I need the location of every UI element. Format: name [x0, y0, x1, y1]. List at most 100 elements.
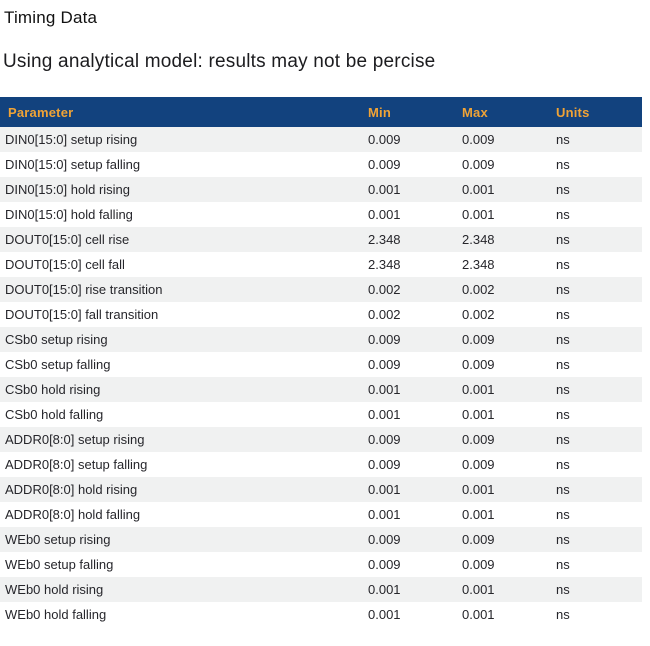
units-cell: ns — [556, 182, 570, 197]
min-cell: 0.001 — [368, 607, 401, 622]
units-cell: ns — [556, 457, 570, 472]
table-body: DIN0[15:0] setup rising 0.009 0.009 ns DIN0[… — [0, 127, 642, 627]
units-cell: ns — [556, 382, 570, 397]
table-header-row: Parameter Min Max Units — [0, 97, 642, 127]
table-row: WEb0 hold rising 0.001 0.001 ns — [0, 577, 642, 602]
table-row: CSb0 setup rising 0.009 0.009 ns — [0, 327, 642, 352]
param-cell: DIN0[15:0] hold falling — [5, 207, 133, 222]
max-cell: 0.001 — [462, 407, 495, 422]
table-row: ADDR0[8:0] setup falling 0.009 0.009 ns — [0, 452, 642, 477]
param-cell: DOUT0[15:0] fall transition — [5, 307, 159, 322]
param-cell: WEb0 hold falling — [5, 607, 107, 622]
min-cell: 0.009 — [368, 157, 401, 172]
param-cell: ADDR0[8:0] hold falling — [5, 507, 141, 522]
min-cell: 0.009 — [368, 132, 401, 147]
units-cell: ns — [556, 282, 570, 297]
param-cell: ADDR0[8:0] setup falling — [5, 457, 148, 472]
min-cell: 0.001 — [368, 382, 401, 397]
table-row: DIN0[15:0] setup falling 0.009 0.009 ns — [0, 152, 642, 177]
max-cell: 0.002 — [462, 282, 495, 297]
max-cell: 0.002 — [462, 307, 495, 322]
units-cell: ns — [556, 482, 570, 497]
max-cell: 0.009 — [462, 432, 495, 447]
column-header-parameter: Parameter — [8, 104, 74, 120]
max-cell: 0.001 — [462, 207, 495, 222]
column-header-units: Units — [556, 104, 590, 120]
units-cell: ns — [556, 607, 570, 622]
units-cell: ns — [556, 407, 570, 422]
param-cell: CSb0 setup falling — [5, 357, 111, 372]
min-cell: 2.348 — [368, 232, 401, 247]
max-cell: 0.001 — [462, 382, 495, 397]
table-row: DIN0[15:0] hold falling 0.001 0.001 ns — [0, 202, 642, 227]
units-cell: ns — [556, 257, 570, 272]
table-header: Parameter Min Max Units — [0, 97, 642, 127]
timing-data-table: Parameter Min Max Units DIN0[15:0] setup… — [0, 97, 642, 627]
param-cell: CSb0 hold rising — [5, 382, 101, 397]
param-cell: WEb0 hold rising — [5, 582, 104, 597]
max-cell: 0.009 — [462, 132, 495, 147]
units-cell: ns — [556, 307, 570, 322]
max-cell: 0.009 — [462, 457, 495, 472]
min-cell: 0.009 — [368, 332, 401, 347]
units-cell: ns — [556, 557, 570, 572]
column-header-max: Max — [462, 104, 488, 120]
table-row: DIN0[15:0] hold rising 0.001 0.001 ns — [0, 177, 642, 202]
param-cell: WEb0 setup falling — [5, 557, 114, 572]
min-cell: 0.002 — [368, 282, 401, 297]
min-cell: 0.001 — [368, 407, 401, 422]
max-cell: 2.348 — [462, 232, 495, 247]
table-row: ADDR0[8:0] setup rising 0.009 0.009 ns — [0, 427, 642, 452]
max-cell: 0.001 — [462, 582, 495, 597]
param-cell: DIN0[15:0] setup falling — [5, 157, 141, 172]
min-cell: 0.001 — [368, 207, 401, 222]
min-cell: 0.002 — [368, 307, 401, 322]
param-cell: DIN0[15:0] setup rising — [5, 132, 138, 147]
param-cell: CSb0 setup rising — [5, 332, 108, 347]
page-title: Timing Data — [4, 8, 98, 27]
min-cell: 0.001 — [368, 582, 401, 597]
min-cell: 0.009 — [368, 432, 401, 447]
units-cell: ns — [556, 507, 570, 522]
table-row: WEb0 setup rising 0.009 0.009 ns — [0, 527, 642, 552]
min-cell: 0.009 — [368, 457, 401, 472]
table-row: DOUT0[15:0] rise transition 0.002 0.002 ns — [0, 277, 642, 302]
max-cell: 0.009 — [462, 557, 495, 572]
table-row: DOUT0[15:0] cell fall 2.348 2.348 ns — [0, 252, 642, 277]
units-cell: ns — [556, 157, 570, 172]
units-cell: ns — [556, 432, 570, 447]
min-cell: 0.001 — [368, 482, 401, 497]
param-cell: CSb0 hold falling — [5, 407, 104, 422]
units-cell: ns — [556, 582, 570, 597]
table-row: ADDR0[8:0] hold falling 0.001 0.001 ns — [0, 502, 642, 527]
table-row: DOUT0[15:0] fall transition 0.002 0.002 ns — [0, 302, 642, 327]
param-cell: DIN0[15:0] hold rising — [5, 182, 131, 197]
table-row: DIN0[15:0] setup rising 0.009 0.009 ns — [0, 127, 642, 152]
min-cell: 0.001 — [368, 182, 401, 197]
max-cell: 0.009 — [462, 157, 495, 172]
max-cell: 0.001 — [462, 482, 495, 497]
page-subtitle: Using analytical model: results may not … — [3, 51, 436, 72]
units-cell: ns — [556, 332, 570, 347]
min-cell: 0.009 — [368, 532, 401, 547]
max-cell: 0.009 — [462, 532, 495, 547]
units-cell: ns — [556, 532, 570, 547]
max-cell: 0.001 — [462, 607, 495, 622]
units-cell: ns — [556, 207, 570, 222]
min-cell: 0.001 — [368, 507, 401, 522]
units-cell: ns — [556, 132, 570, 147]
units-cell: ns — [556, 232, 570, 247]
min-cell: 2.348 — [368, 257, 401, 272]
param-cell: DOUT0[15:0] rise transition — [5, 282, 163, 297]
param-cell: DOUT0[15:0] cell fall — [5, 257, 125, 272]
column-header-min: Min — [368, 104, 391, 120]
table-row: DOUT0[15:0] cell rise 2.348 2.348 ns — [0, 227, 642, 252]
param-cell: DOUT0[15:0] cell rise — [5, 232, 130, 247]
param-cell: ADDR0[8:0] hold rising — [5, 482, 138, 497]
table-row: CSb0 hold falling 0.001 0.001 ns — [0, 402, 642, 427]
param-cell: ADDR0[8:0] setup rising — [5, 432, 145, 447]
table-row: CSb0 setup falling 0.009 0.009 ns — [0, 352, 642, 377]
table-row: ADDR0[8:0] hold rising 0.001 0.001 ns — [0, 477, 642, 502]
table-row: CSb0 hold rising 0.001 0.001 ns — [0, 377, 642, 402]
